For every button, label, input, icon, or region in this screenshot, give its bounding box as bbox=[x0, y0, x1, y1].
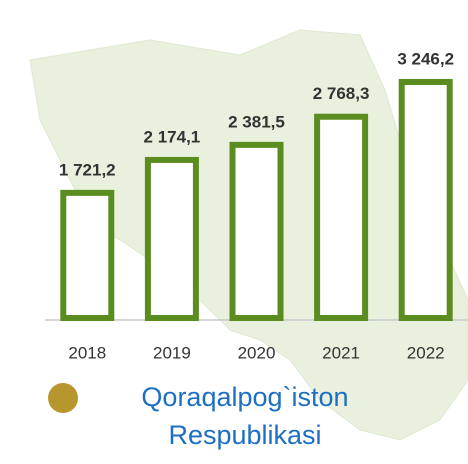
x-tick-label: 2018 bbox=[68, 343, 106, 362]
bar bbox=[144, 156, 199, 321]
bar bbox=[398, 79, 453, 321]
value-label: 2 381,5 bbox=[228, 112, 285, 131]
chart-title: Qoraqalpog`iston Respublikasi bbox=[141, 382, 349, 450]
x-tick-label: 2022 bbox=[407, 343, 445, 362]
legend-marker bbox=[48, 383, 78, 413]
bar bbox=[314, 113, 369, 321]
value-label: 2 174,1 bbox=[144, 127, 201, 146]
x-tick-label: 2020 bbox=[238, 343, 276, 362]
value-label: 1 721,2 bbox=[59, 160, 116, 179]
x-tick-label: 2021 bbox=[322, 343, 360, 362]
value-label: 2 768,3 bbox=[313, 84, 370, 103]
bar bbox=[60, 189, 115, 321]
value-label: 3 246,2 bbox=[397, 49, 454, 68]
x-tick-label: 2019 bbox=[153, 343, 191, 362]
bar bbox=[229, 141, 284, 321]
